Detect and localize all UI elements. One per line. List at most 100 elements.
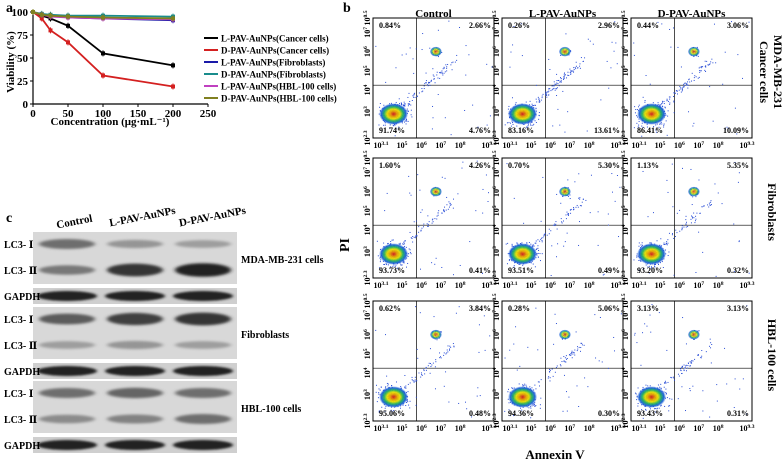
dot	[566, 77, 568, 79]
dot	[401, 104, 403, 106]
dot	[634, 106, 636, 108]
dot	[579, 63, 581, 65]
dot	[540, 238, 542, 240]
dot	[663, 242, 665, 244]
dot	[691, 80, 693, 82]
dot	[548, 376, 550, 378]
dot	[534, 405, 536, 407]
dot	[689, 365, 691, 367]
band-label: LC3- Ⅰ	[4, 315, 34, 326]
dot	[440, 331, 442, 333]
dot	[685, 410, 687, 412]
dot	[645, 408, 647, 410]
dot	[381, 406, 383, 408]
dot	[394, 135, 396, 137]
dot	[657, 384, 659, 386]
dot	[534, 242, 536, 244]
dot	[597, 211, 599, 213]
dot	[544, 232, 546, 234]
dot	[597, 244, 599, 246]
dot	[687, 365, 689, 367]
dot	[422, 33, 424, 35]
dot	[432, 105, 434, 107]
y-tick-label: 25	[17, 76, 29, 88]
dot	[538, 100, 540, 102]
dot	[660, 405, 662, 407]
dot	[454, 61, 456, 63]
dot	[575, 65, 577, 67]
dot	[572, 353, 574, 355]
quadrant-upper-left: 1.60%	[379, 161, 401, 170]
dot	[577, 67, 579, 69]
dot	[560, 218, 562, 220]
quadrant-lower-left: 83.16%	[508, 126, 534, 135]
dot	[384, 263, 386, 265]
dot	[487, 201, 489, 203]
dot	[378, 411, 380, 413]
dot	[569, 198, 571, 200]
quadrant-upper-right: 4.26%	[469, 161, 491, 170]
dot	[568, 75, 570, 77]
legend-entry: D-PAV-AuNPs(HBL-100 cells)	[221, 94, 337, 104]
dot	[661, 105, 663, 107]
x-tick-label: 109.3	[611, 424, 626, 433]
legend-entry: L-PAV-AuNPs(Fibroblasts)	[221, 58, 325, 68]
dot	[465, 74, 467, 76]
gapdh-band	[105, 440, 165, 450]
dot	[664, 382, 666, 384]
x-tick-label: 105	[397, 141, 408, 150]
dot	[530, 417, 532, 419]
dot	[441, 212, 443, 214]
dot	[550, 274, 552, 276]
blot-band	[175, 388, 231, 398]
dot	[681, 227, 683, 229]
dot	[429, 82, 431, 84]
x-tick-label: 109.3	[611, 281, 626, 290]
dot	[671, 377, 673, 379]
dot	[431, 222, 433, 224]
dot	[685, 370, 687, 372]
blot-band	[39, 239, 95, 249]
dot	[378, 393, 380, 395]
dot	[393, 410, 395, 412]
dot	[704, 65, 706, 67]
dot	[733, 407, 735, 409]
dot	[385, 334, 387, 336]
chart-series	[31, 9, 175, 90]
western-blots: LC3- Ⅰ LC3- Ⅱ MDA-MB-231 cells GAPDH LC3- Ⅰ L…	[4, 232, 324, 453]
dot	[380, 386, 382, 388]
dot	[570, 71, 572, 73]
band-label: LC3- Ⅱ	[4, 266, 37, 277]
dot	[509, 415, 511, 417]
dot	[513, 415, 515, 417]
dot	[710, 342, 712, 344]
dot	[640, 260, 642, 262]
dot	[569, 71, 571, 73]
dot	[425, 72, 427, 74]
dot	[434, 366, 436, 368]
legend-entry: L-PAV-AuNPs(Cancer cells)	[221, 34, 329, 44]
flow-cytometry-plots: 0.84% 2.66% 91.74% 4.76% 103.1 105 106 107 108 10…	[363, 10, 755, 433]
dot	[675, 90, 677, 92]
flow-plot: 0.62% 3.84% 95.06% 0.48% 103.1 105 106 107 108 10…	[363, 293, 497, 433]
dot	[443, 209, 445, 211]
y-tick-label: 75	[17, 30, 29, 42]
dot	[689, 81, 691, 83]
y-tick-label: 104	[621, 367, 630, 378]
dot	[570, 208, 572, 210]
dot	[486, 124, 488, 126]
dot	[547, 377, 549, 379]
x-tick-label: 107	[693, 281, 704, 290]
dot	[426, 84, 428, 86]
dot	[703, 205, 705, 207]
dot	[616, 175, 618, 177]
dot	[409, 100, 411, 102]
dot	[428, 362, 430, 364]
dot	[409, 47, 411, 49]
dot	[664, 107, 666, 109]
dot	[650, 266, 652, 268]
quadrant-lower-left: 94.36%	[508, 409, 534, 418]
x-tick-label: 108	[455, 281, 466, 290]
dot	[386, 382, 388, 384]
dot	[546, 91, 548, 93]
